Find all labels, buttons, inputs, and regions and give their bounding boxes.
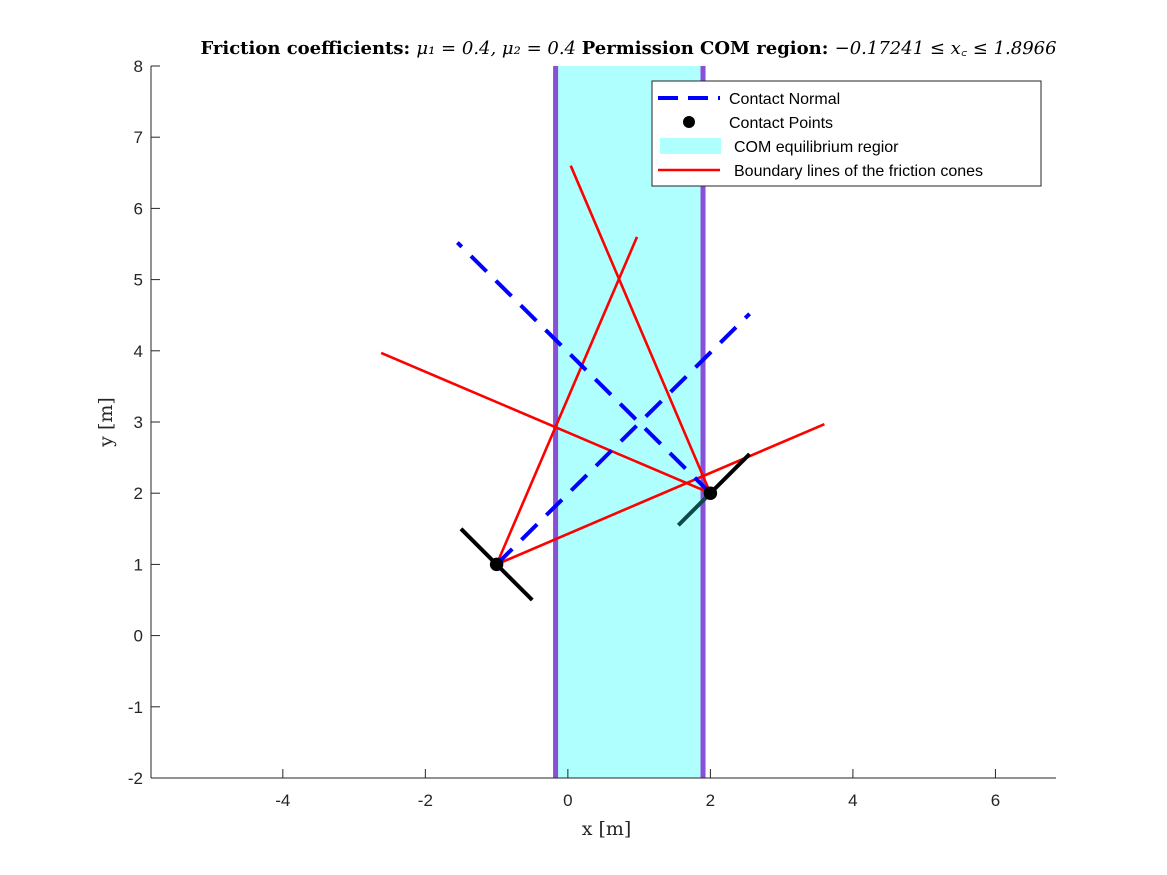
tick-labels: -4 -2 0 2 4 6 -2 -1 0 1 2 3 4 5 6 7 8 — [128, 57, 1000, 810]
y-tick-label: 4 — [134, 342, 143, 361]
friction-cone-group — [380, 165, 825, 566]
legend-box — [651, 80, 1042, 187]
legend: Contact Normal Contact Points COM equilibr… — [651, 80, 1042, 187]
friction-cone-line-1 — [496, 422, 825, 566]
y-tick-label: 7 — [134, 128, 143, 147]
y-tick-label: 3 — [134, 413, 143, 432]
contact-point-1 — [703, 486, 718, 500]
friction-cone-line-3 — [569, 165, 712, 494]
x-tick-label: 2 — [706, 791, 715, 810]
contact-surface-line-1 — [676, 491, 712, 527]
contact-point-0 — [489, 557, 504, 572]
contact-point-group — [489, 486, 718, 572]
title-part-0: Friction coefficients: — [200, 38, 416, 59]
y-axis-label: y [m] — [95, 397, 117, 448]
x-tick-label: 6 — [991, 791, 1000, 810]
y-tick-label: 5 — [134, 271, 143, 290]
y-tick-label: 8 — [134, 57, 143, 76]
legend-label-0: Contact Normal — [729, 91, 840, 108]
friction-cone-line-0 — [495, 236, 639, 565]
title-part-1: μ₁ = 0.4, μ₂ = 0.4 — [416, 38, 581, 59]
title-part-3: −0.17241 ≤ x꜀ ≤ 1.8966 — [835, 38, 1057, 59]
x-tick-label: -4 — [275, 791, 290, 810]
contact-normal-line-0 — [495, 312, 751, 566]
x-tick-label: -2 — [418, 791, 433, 810]
axes-frame — [150, 65, 1056, 779]
contact-normal-group — [456, 241, 751, 566]
y-tick-label: 0 — [134, 627, 143, 646]
legend-label-1: Contact Points — [729, 115, 833, 132]
title-text: Friction coefficients: μ₁ = 0.4, μ₂ = 0.… — [200, 38, 1056, 59]
chart-title: Friction coefficients: μ₁ = 0.4, μ₂ = 0.… — [200, 38, 1056, 59]
x-tick-label: 4 — [848, 791, 857, 810]
x-tick-label: 0 — [563, 791, 572, 810]
y-tick-label: -2 — [128, 769, 143, 788]
y-tick-label: -1 — [128, 698, 143, 717]
y-tick-label: 2 — [134, 484, 143, 503]
x-axis-label: x [m] — [582, 818, 632, 840]
contact-surface-line-2 — [708, 452, 751, 495]
contact-normal-line-1 — [456, 241, 712, 495]
legend-swatch-point — [683, 116, 695, 128]
legend-label-3: Boundary lines of the friction cones — [734, 163, 983, 180]
y-tick-label: 1 — [134, 555, 143, 574]
title-part-2: Permission COM region: — [582, 38, 835, 59]
legend-label-2: COM equilibrium regior — [734, 139, 899, 156]
friction-cone-line-2 — [380, 351, 711, 495]
legend-swatch-region — [660, 138, 721, 154]
y-tick-label: 6 — [134, 199, 143, 218]
